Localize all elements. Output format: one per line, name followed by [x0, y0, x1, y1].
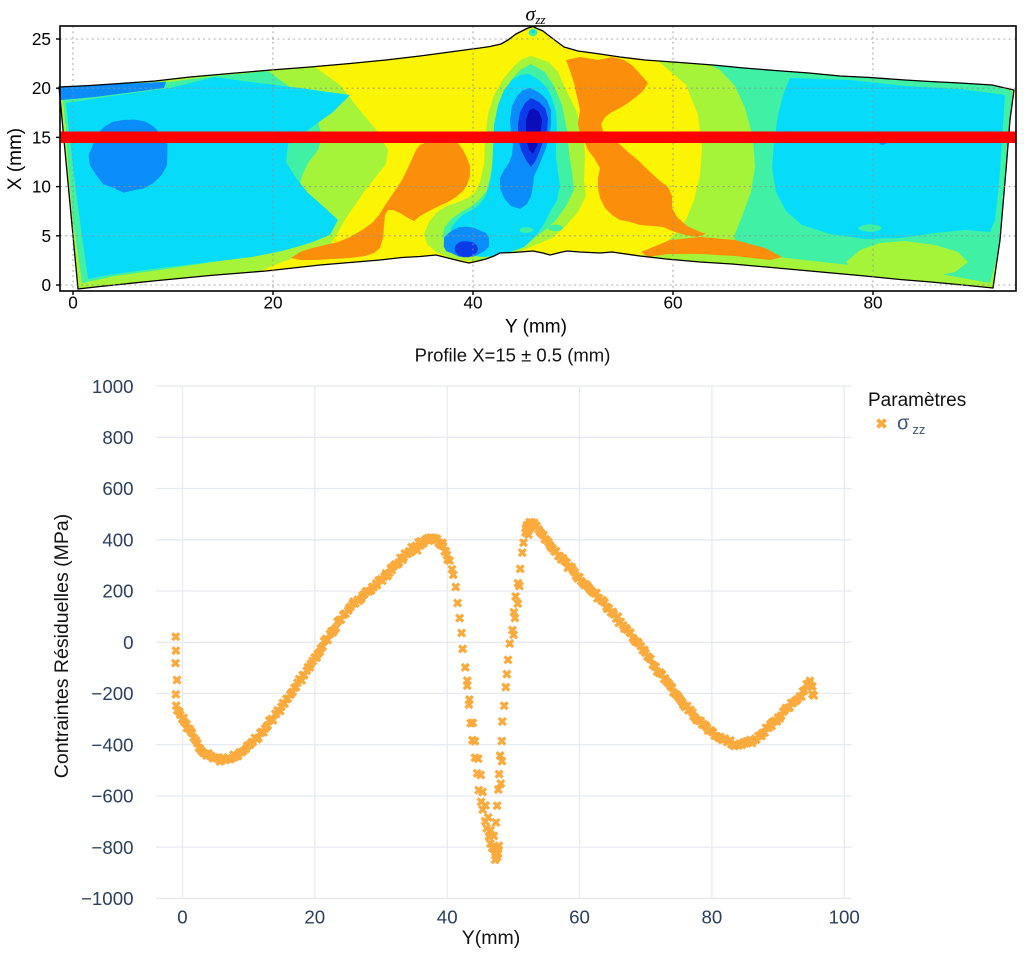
svg-text:80: 80 — [702, 907, 723, 928]
svg-text:0: 0 — [68, 293, 78, 313]
svg-text:0: 0 — [41, 275, 51, 295]
svg-text:1000: 1000 — [92, 376, 134, 397]
svg-text:5: 5 — [41, 226, 51, 246]
svg-text:800: 800 — [102, 427, 133, 448]
svg-text:15: 15 — [32, 127, 51, 147]
svg-text:Paramètres: Paramètres — [868, 390, 966, 411]
svg-text:Profile X=15 ± 0.5 (mm): Profile X=15 ± 0.5 (mm) — [415, 345, 611, 366]
svg-text:X (mm): X (mm) — [5, 128, 26, 190]
svg-text:Y(mm): Y(mm) — [462, 927, 520, 949]
svg-text:Y (mm): Y (mm) — [505, 317, 567, 338]
svg-text:200: 200 — [102, 581, 133, 602]
svg-text:20: 20 — [32, 78, 51, 98]
svg-text:10: 10 — [32, 177, 51, 197]
svg-text:0: 0 — [123, 632, 133, 653]
svg-text:Contraintes Résiduelles (MPa): Contraintes Résiduelles (MPa) — [51, 514, 73, 778]
svg-text:40: 40 — [463, 293, 482, 313]
svg-text:−1000: −1000 — [81, 888, 134, 909]
svg-text:0: 0 — [177, 907, 187, 928]
svg-text:100: 100 — [829, 907, 860, 928]
svg-text:40: 40 — [437, 907, 458, 928]
svg-text:−400: −400 — [91, 734, 133, 755]
svg-text:60: 60 — [663, 293, 682, 313]
svg-text:−800: −800 — [91, 837, 133, 858]
svg-text:25: 25 — [32, 29, 51, 49]
svg-text:60: 60 — [569, 907, 590, 928]
svg-text:−200: −200 — [91, 683, 133, 704]
svg-text:20: 20 — [304, 907, 325, 928]
svg-text:600: 600 — [102, 478, 133, 499]
svg-text:20: 20 — [263, 293, 282, 313]
svg-text:−600: −600 — [91, 786, 133, 807]
svg-text:400: 400 — [102, 530, 133, 551]
svg-text:80: 80 — [863, 293, 882, 313]
